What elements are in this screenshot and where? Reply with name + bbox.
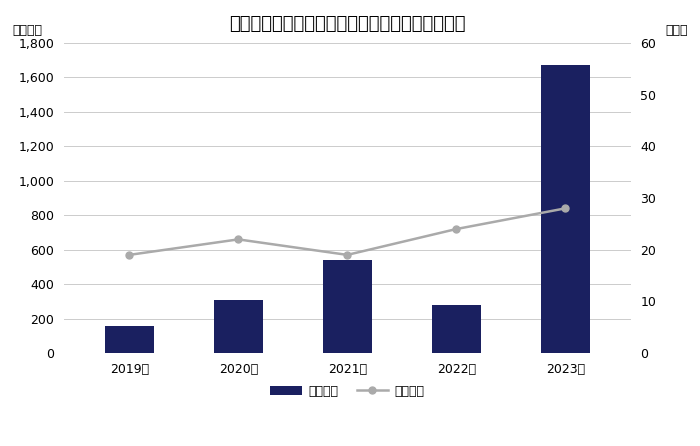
- Bar: [323, 260, 372, 353]
- Bar: [214, 300, 262, 353]
- Bar: [432, 305, 481, 353]
- Title: 電子・デバイス関連工場の立地件数・面積の推移: 電子・デバイス関連工場の立地件数・面積の推移: [229, 15, 466, 33]
- Legend: 立地面積, 立地件数: 立地面積, 立地件数: [265, 380, 429, 403]
- Bar: [105, 326, 154, 353]
- Bar: [541, 65, 590, 353]
- Text: （千㎡）: （千㎡）: [13, 24, 43, 37]
- Text: （件）: （件）: [665, 24, 687, 37]
